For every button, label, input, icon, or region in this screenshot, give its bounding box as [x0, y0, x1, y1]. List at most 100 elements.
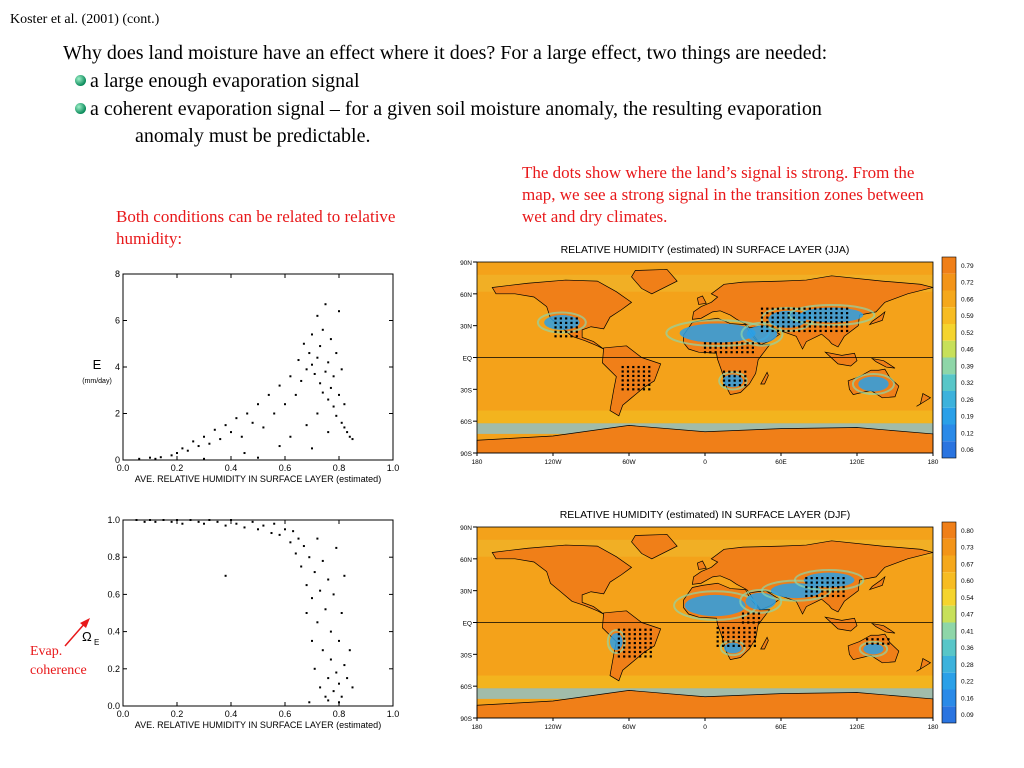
data-point: [308, 352, 311, 355]
signal-dot: [741, 342, 744, 345]
colorbar-label: 0.12: [961, 430, 974, 437]
signal-dot: [835, 329, 838, 333]
signal-dot: [639, 637, 642, 640]
data-point: [284, 403, 286, 406]
data-point: [329, 386, 332, 389]
data-point: [159, 456, 162, 459]
land-mass: [631, 534, 678, 560]
signal-dot: [751, 346, 754, 349]
signal-dot: [819, 307, 822, 310]
signal-dot: [565, 321, 568, 325]
colorbar-label: 0.26: [961, 397, 974, 404]
data-point: [321, 391, 324, 394]
lat-tick-label: 30S: [460, 387, 472, 394]
signal-dot: [623, 637, 626, 640]
signal-dot: [808, 329, 811, 333]
signal-dot: [824, 329, 827, 333]
data-point: [197, 445, 200, 448]
y-tick-label: 8: [115, 269, 120, 279]
signal-dot: [819, 316, 822, 319]
signal-dot: [830, 329, 833, 333]
data-point: [305, 368, 308, 371]
signal-dot: [824, 307, 827, 310]
data-point: [181, 522, 184, 525]
data-point: [329, 338, 332, 341]
signal-dot: [633, 641, 636, 645]
signal-dot: [709, 351, 712, 354]
dry-zone-edge: [851, 373, 895, 396]
data-point: [224, 574, 227, 577]
signal-dot: [554, 317, 557, 320]
dry-zone: [858, 376, 889, 392]
lat-tick-label: EQ: [463, 356, 472, 363]
signal-dot: [649, 650, 652, 654]
signal-dot: [732, 640, 735, 643]
lat-tick-label: 60S: [460, 419, 472, 426]
colorbar-segment: [942, 605, 956, 623]
colorbar-frame: [941, 256, 957, 459]
signal-dot: [714, 342, 717, 345]
signal-dot: [808, 325, 811, 328]
signal-dot: [727, 626, 730, 630]
signal-dot: [846, 325, 849, 328]
colorbar-label: 0.09: [961, 712, 974, 719]
signal-dot: [748, 626, 751, 630]
colorbar-segment: [942, 441, 956, 458]
data-point: [149, 519, 151, 521]
data-point: [327, 699, 330, 702]
dry-zone-edge: [793, 569, 865, 592]
signal-dot: [746, 346, 749, 349]
signal-dot: [821, 590, 824, 593]
map-title: RELATIVE HUMIDITY (estimated) IN SURFACE…: [560, 509, 851, 521]
signal-dot: [814, 312, 817, 315]
lat-tick-label: 30S: [460, 652, 472, 659]
data-point: [335, 352, 338, 355]
lon-tick-label: 60W: [622, 459, 636, 466]
data-point: [154, 457, 157, 460]
signal-dot: [732, 626, 735, 630]
map-title: RELATIVE HUMIDITY (estimated) IN SURFACE…: [561, 244, 850, 256]
dry-zone: [724, 642, 742, 654]
y-axis-label: Ω: [82, 629, 92, 644]
data-point: [319, 589, 322, 592]
dry-zone-edge: [606, 629, 626, 655]
signal-dot: [821, 594, 824, 598]
signal-dot: [766, 320, 769, 324]
signal-dot: [626, 365, 630, 369]
signal-dot: [798, 312, 801, 315]
signal-dot: [565, 317, 568, 320]
signal-dot: [814, 307, 817, 310]
bullet-2-continuation: anomaly must be predictable.: [135, 125, 371, 147]
signal-dot: [830, 307, 833, 310]
signal-dot: [751, 351, 754, 354]
signal-dot: [826, 581, 829, 584]
signal-dot: [617, 637, 620, 640]
signal-dot: [846, 316, 849, 319]
dry-zone: [610, 633, 623, 651]
signal-dot: [628, 637, 631, 640]
data-point: [313, 667, 316, 670]
colorbar-segment: [942, 273, 956, 291]
signal-dot: [760, 316, 764, 319]
signal-dot: [728, 383, 731, 387]
signal-dot: [808, 316, 811, 319]
signal-dot: [737, 644, 741, 647]
colorbar-label: 0.67: [961, 561, 974, 568]
land-mass: [602, 345, 662, 417]
signal-dot: [617, 655, 620, 658]
colorbar-segment: [942, 656, 956, 673]
signal-dot: [803, 316, 806, 319]
data-point: [324, 303, 327, 306]
signal-dot: [642, 388, 646, 391]
signal-dot: [639, 655, 642, 658]
signal-dot: [743, 644, 746, 647]
dry-zone: [746, 325, 778, 343]
y-tick-label: 6: [115, 316, 120, 326]
signal-dot: [824, 320, 827, 324]
signal-dot: [623, 641, 626, 645]
signal-dot: [575, 326, 578, 329]
signal-dot: [881, 642, 885, 645]
signal-dot: [753, 640, 757, 643]
signal-dot: [760, 329, 764, 333]
colorbar-label: 0.32: [961, 380, 974, 387]
